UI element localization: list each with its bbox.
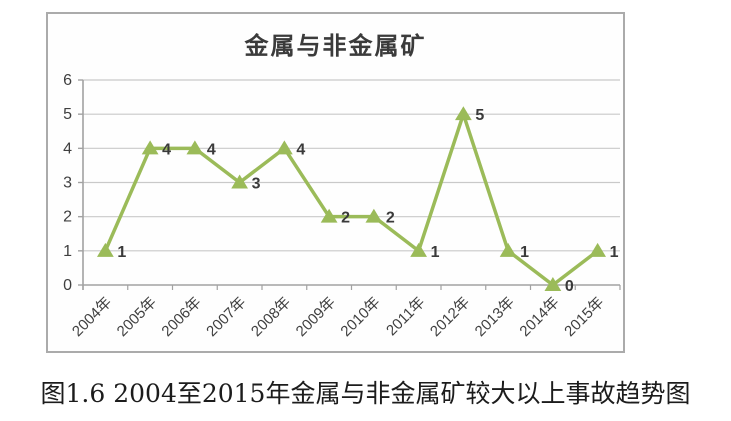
y-axis-tick-label: 1 bbox=[63, 243, 72, 260]
data-point-label: 1 bbox=[610, 244, 619, 261]
y-axis-tick-label: 5 bbox=[63, 106, 72, 123]
data-point-label: 4 bbox=[296, 141, 305, 158]
data-point-label: 2 bbox=[386, 210, 395, 227]
x-axis-tick-label: 2005年 bbox=[114, 294, 160, 340]
x-axis-tick-label: 2014年 bbox=[516, 294, 562, 340]
x-axis-tick-label: 2013年 bbox=[472, 294, 518, 340]
figure-caption: 图1.6 2004至2015年金属与非金属矿较大以上事故趋势图 bbox=[40, 379, 691, 408]
data-point-label: 4 bbox=[162, 141, 171, 158]
x-axis-tick-label: 2008年 bbox=[248, 294, 294, 340]
data-point-label: 2 bbox=[341, 210, 350, 227]
y-axis-tick-label: 4 bbox=[63, 140, 72, 157]
x-axis-tick-label: 2012年 bbox=[427, 294, 473, 340]
data-point-label: 0 bbox=[565, 278, 574, 295]
y-axis-tick-label: 6 bbox=[63, 72, 72, 89]
data-point-marker bbox=[454, 106, 472, 121]
data-point-label: 1 bbox=[520, 244, 529, 261]
data-point-marker bbox=[410, 242, 428, 257]
x-axis-tick-label: 2006年 bbox=[158, 294, 204, 340]
y-axis-tick-label: 2 bbox=[63, 209, 72, 226]
data-point-label: 1 bbox=[431, 244, 440, 261]
data-point-label: 5 bbox=[475, 107, 484, 124]
data-point-label: 4 bbox=[207, 141, 216, 158]
x-axis-tick-label: 2007年 bbox=[203, 294, 249, 340]
x-axis-tick-label: 2009年 bbox=[293, 294, 339, 340]
chart-frame: 金属与非金属矿 0 1 2 3 4 5 6 2004年 2005年 2006年 2007年 2008年… bbox=[46, 12, 625, 353]
data-point-marker bbox=[96, 242, 114, 257]
data-point-marker bbox=[141, 140, 159, 155]
data-point-marker bbox=[186, 140, 204, 155]
data-point-marker bbox=[365, 208, 383, 223]
x-axis-tick-label: 2004年 bbox=[69, 294, 115, 340]
data-point-marker bbox=[589, 242, 607, 257]
y-axis-tick-label: 0 bbox=[63, 277, 72, 294]
x-axis-tick-label: 2011年 bbox=[383, 294, 428, 339]
data-point-label: 3 bbox=[252, 176, 261, 193]
x-axis-tick-label: 2015年 bbox=[561, 294, 607, 340]
data-point-marker bbox=[320, 208, 338, 223]
x-axis-tick-label: 2010年 bbox=[337, 294, 383, 340]
data-point-marker bbox=[231, 174, 249, 189]
y-axis-tick-label: 3 bbox=[63, 175, 72, 192]
chart-title: 金属与非金属矿 bbox=[244, 33, 427, 60]
data-point-label: 1 bbox=[117, 244, 126, 261]
data-point-marker bbox=[275, 140, 293, 155]
data-point-marker bbox=[499, 242, 517, 257]
line-chart: 01234562004年2005年2006年2007年2008年2009年201… bbox=[63, 72, 621, 340]
data-point-marker bbox=[544, 277, 562, 291]
